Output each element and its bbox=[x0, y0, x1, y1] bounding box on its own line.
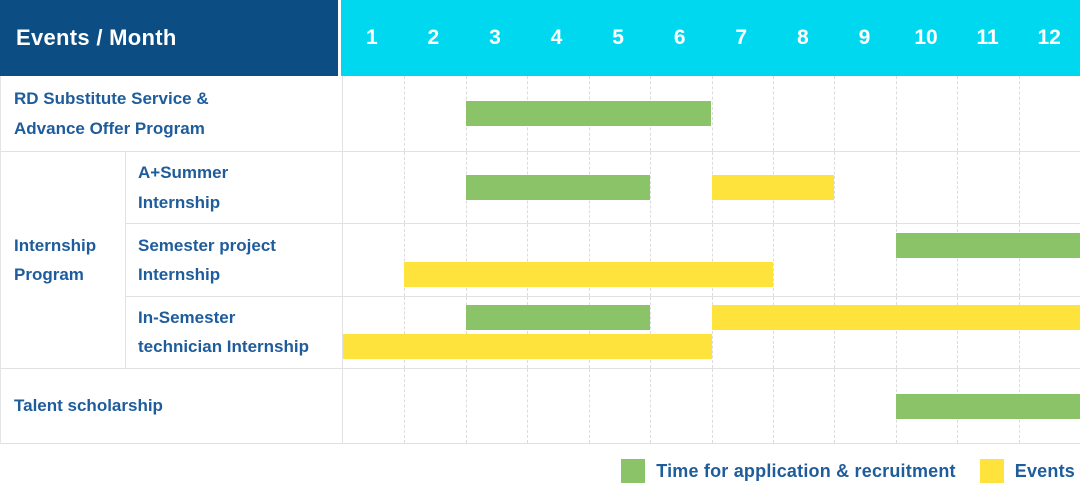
month-gridline bbox=[650, 369, 652, 443]
row-label: A+Summer Internship bbox=[138, 163, 229, 212]
month-header-cell: 7 bbox=[735, 26, 748, 49]
month-gridline bbox=[527, 224, 529, 296]
month-header-cell: 9 bbox=[858, 26, 871, 49]
event-bar bbox=[404, 261, 773, 287]
month-header-cell: 3 bbox=[489, 26, 501, 49]
month-gridline bbox=[465, 224, 467, 296]
month-header-cell: 4 bbox=[550, 26, 563, 49]
month-gridline bbox=[711, 296, 713, 368]
month-header-cell: 11 bbox=[976, 26, 999, 49]
event-bar bbox=[711, 175, 835, 201]
month-gridline bbox=[834, 296, 836, 368]
month-gridline bbox=[465, 369, 467, 443]
corner-header: Events / Month bbox=[0, 0, 341, 76]
sub-row: Semester project Internship bbox=[126, 223, 1080, 296]
month-gridline bbox=[895, 296, 897, 368]
sub-row: In-Semester technician Internship bbox=[126, 295, 1080, 368]
gantt-chart-cell bbox=[342, 224, 1080, 296]
month-gridline bbox=[711, 369, 713, 443]
month-gridline bbox=[895, 76, 897, 151]
month-header-cell: 5 bbox=[612, 26, 624, 49]
row-label: Semester project Internship bbox=[138, 235, 276, 284]
month-gridline bbox=[957, 296, 959, 368]
month-gridline bbox=[895, 224, 897, 296]
month-gridline bbox=[404, 369, 406, 443]
month-header-cell: 1 bbox=[365, 26, 378, 49]
row-label: Talent scholarship bbox=[14, 396, 163, 416]
month-gridline bbox=[650, 224, 652, 296]
month-gridline bbox=[527, 369, 529, 443]
month-gridline bbox=[1018, 76, 1020, 151]
month-gridline bbox=[588, 369, 590, 443]
month-header-cell: 10 bbox=[914, 26, 938, 49]
month-gridline bbox=[957, 76, 959, 151]
month-gridline bbox=[834, 224, 836, 296]
month-header-cell: 12 bbox=[1037, 26, 1061, 49]
month-gridline bbox=[834, 369, 836, 443]
month-gridline bbox=[650, 152, 652, 224]
legend: Time for application & recruitment Events bbox=[621, 459, 1075, 483]
months-header: 1 2 3 4 5 6 7 8 9 10 11 12 bbox=[341, 0, 1080, 76]
gantt-chart-cell bbox=[342, 296, 1080, 368]
month-gridline bbox=[772, 76, 774, 151]
section-row: Talent scholarship bbox=[1, 368, 1080, 443]
application-bar bbox=[465, 305, 651, 331]
legend-item-application: Time for application & recruitment bbox=[621, 459, 956, 483]
table-body: RD Substitute Service & Advance Offer Pr… bbox=[0, 76, 1080, 444]
application-bar bbox=[465, 175, 651, 201]
month-header-cell: 8 bbox=[796, 26, 809, 49]
legend-swatch-event bbox=[979, 459, 1004, 483]
month-gridline bbox=[588, 296, 590, 368]
month-gridline bbox=[1018, 224, 1020, 296]
legend-item-event: Events bbox=[979, 459, 1075, 483]
month-header-cell: 2 bbox=[427, 26, 440, 49]
legend-swatch-application bbox=[621, 459, 646, 483]
section-row: RD Substitute Service & Advance Offer Pr… bbox=[1, 76, 1080, 151]
month-gridline bbox=[588, 224, 590, 296]
month-gridline bbox=[711, 76, 713, 151]
group-label: Internship Program bbox=[14, 235, 97, 284]
month-header-cell: 6 bbox=[673, 26, 686, 49]
event-bar bbox=[343, 334, 712, 360]
month-gridline bbox=[772, 296, 774, 368]
month-gridline bbox=[465, 296, 467, 368]
application-bar bbox=[465, 101, 712, 126]
month-gridline bbox=[404, 224, 406, 296]
month-gridline bbox=[957, 152, 959, 224]
month-gridline bbox=[834, 76, 836, 151]
application-bar bbox=[895, 393, 1080, 419]
month-gridline bbox=[404, 76, 406, 151]
month-gridline bbox=[957, 224, 959, 296]
month-gridline bbox=[404, 152, 406, 224]
event-bar bbox=[711, 305, 1080, 331]
gantt-chart-cell bbox=[342, 152, 1080, 224]
row-label: RD Substitute Service & Advance Offer Pr… bbox=[14, 89, 209, 138]
gantt-chart-cell bbox=[342, 76, 1080, 151]
month-gridline bbox=[834, 152, 836, 224]
legend-label-application: Time for application & recruitment bbox=[656, 460, 956, 481]
group-subrows: A+Summer Internship Semester project Inte… bbox=[125, 152, 1080, 368]
month-gridline bbox=[1018, 296, 1020, 368]
month-gridline bbox=[772, 369, 774, 443]
month-gridline bbox=[1018, 152, 1020, 224]
month-gridline bbox=[711, 224, 713, 296]
month-gridline bbox=[772, 224, 774, 296]
corner-header-label: Events / Month bbox=[16, 25, 177, 50]
month-gridline bbox=[404, 296, 406, 368]
month-gridline bbox=[650, 296, 652, 368]
group-section: Internship Program A+Summer Internship Sem… bbox=[1, 151, 1080, 368]
table-header: Events / Month 1 2 3 4 5 6 7 8 9 10 11 12 bbox=[0, 0, 1080, 76]
month-gridline bbox=[895, 152, 897, 224]
month-gridline bbox=[527, 296, 529, 368]
gantt-chart-cell bbox=[342, 369, 1080, 443]
legend-label-event: Events bbox=[1014, 460, 1075, 481]
row-label: In-Semester technician Internship bbox=[138, 308, 309, 357]
sub-row: A+Summer Internship bbox=[126, 152, 1080, 224]
application-bar bbox=[895, 232, 1080, 258]
